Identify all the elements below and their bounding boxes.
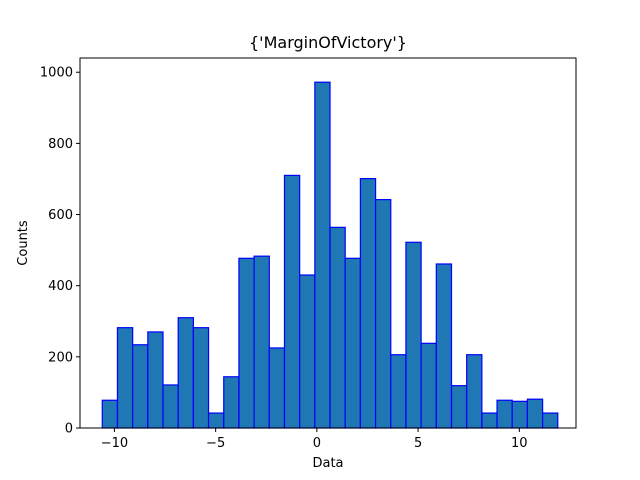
y-tick-label: 1000 [40, 66, 73, 81]
histogram-bar [374, 198, 392, 429]
y-axis-ticks: 0 200 400 600 800 1000 [40, 66, 80, 437]
histogram-bar [359, 178, 377, 429]
histogram-bar [192, 327, 210, 429]
histogram-bar [466, 354, 483, 429]
histogram-bar [132, 344, 149, 429]
histogram-bar [268, 347, 286, 429]
x-tick-label: −10 [101, 436, 128, 451]
histogram-bar [177, 317, 194, 429]
y-tick-label: 800 [48, 137, 73, 152]
histogram-bar [299, 274, 316, 429]
x-tick-label: 0 [313, 436, 321, 451]
y-tick-label: 600 [48, 208, 73, 223]
histogram-bar [223, 376, 240, 429]
x-tick-label: 10 [511, 436, 528, 451]
histogram-bar [314, 81, 331, 429]
x-axis-label: Data [312, 456, 343, 471]
y-tick-label: 200 [48, 350, 73, 365]
bars-group [101, 81, 559, 429]
histogram-bar [435, 263, 453, 429]
histogram-bar [147, 331, 164, 429]
histogram-bar [238, 257, 255, 429]
histogram-bar [390, 354, 407, 429]
histogram-bar [344, 257, 361, 429]
histogram-bar [329, 226, 346, 429]
x-tick-label: −5 [206, 436, 225, 451]
y-axis-label: Counts [16, 220, 31, 266]
histogram-bar [207, 412, 225, 429]
histogram-bar [162, 384, 179, 429]
histogram-bar [450, 385, 468, 429]
y-tick-label: 0 [65, 422, 73, 437]
x-tick-label: 5 [414, 436, 422, 451]
histogram-bar [253, 255, 270, 429]
histogram-bar [511, 400, 529, 429]
plot-frame [79, 57, 577, 429]
histogram-bar [526, 398, 544, 429]
histogram-bar [283, 174, 301, 429]
chart-title: {'MarginOfVictory'} [249, 33, 407, 52]
histogram-bar [496, 399, 513, 429]
histogram-bar [405, 241, 422, 429]
histogram-bar [116, 327, 134, 429]
y-tick-label: 400 [48, 279, 73, 294]
histogram-bar [101, 399, 119, 429]
x-axis-ticks: −10 −5 0 5 10 [101, 428, 528, 451]
histogram-bar [420, 342, 437, 429]
histogram-bar [481, 412, 498, 429]
histogram-bar [541, 412, 559, 429]
